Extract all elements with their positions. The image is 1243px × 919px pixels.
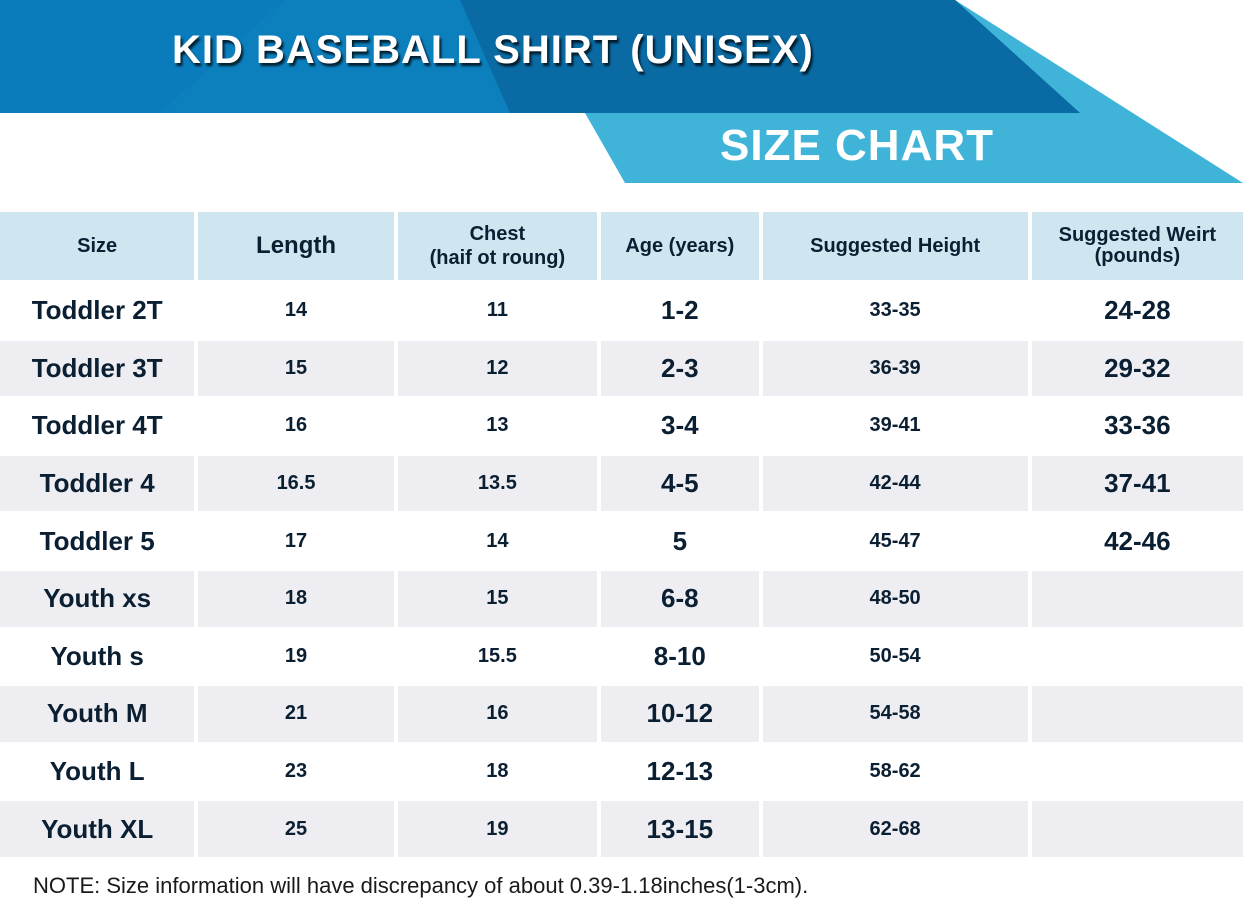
table-row: Youth XL 25 19 13-15 62-68 <box>0 801 1243 859</box>
size-note: NOTE: Size information will have discrep… <box>33 873 809 898</box>
cell-length: 23 <box>198 744 394 802</box>
cell-size: Youth s <box>0 629 195 687</box>
header-weight: Suggested Weirt (pounds) <box>1031 212 1243 280</box>
header-length: Length <box>198 212 394 280</box>
cell-age: 5 <box>601 513 759 571</box>
cell-age: 10-12 <box>601 686 759 744</box>
cell-weight <box>1031 801 1243 859</box>
cell-chest: 15 <box>397 570 598 629</box>
header-age: Age (years) <box>601 212 759 280</box>
table-row: Toddler 5 17 14 5 45-47 42-46 <box>0 513 1243 571</box>
header-size: Size <box>0 212 195 280</box>
cell-weight: 42-46 <box>1031 513 1243 571</box>
cell-height: 62-68 <box>762 801 1028 859</box>
cell-weight: 37-41 <box>1031 455 1243 514</box>
table-row: Toddler 4T 16 13 3-4 39-41 33-36 <box>0 398 1243 456</box>
cell-height: 50-54 <box>762 629 1028 687</box>
cell-height: 33-35 <box>762 283 1028 341</box>
table-row: Toddler 3T 15 12 2-3 36-39 29-32 <box>0 340 1243 399</box>
cell-weight: 33-36 <box>1031 398 1243 456</box>
cell-chest: 15.5 <box>397 629 598 687</box>
table-row: Youth xs 18 15 6-8 48-50 <box>0 570 1243 629</box>
cell-chest: 11 <box>397 283 598 341</box>
size-table: Size Length Chest (haif ot roung) Age (y… <box>0 212 1243 859</box>
cell-length: 15 <box>198 340 394 399</box>
cell-chest: 18 <box>397 744 598 802</box>
cell-size: Toddler 4T <box>0 398 195 456</box>
cell-length: 19 <box>198 629 394 687</box>
cell-age: 6-8 <box>601 570 759 629</box>
table-header-row: Size Length Chest (haif ot roung) Age (y… <box>0 212 1243 280</box>
table-row: Youth M 21 16 10-12 54-58 <box>0 686 1243 744</box>
cell-age: 12-13 <box>601 744 759 802</box>
cell-height: 36-39 <box>762 340 1028 399</box>
cell-age: 8-10 <box>601 629 759 687</box>
page-subtitle: SIZE CHART <box>720 121 994 170</box>
title-banner: KID BASEBALL SHIRT (UNISEX) SIZE CHART <box>0 0 1243 190</box>
cell-height: 39-41 <box>762 398 1028 456</box>
cell-length: 18 <box>198 570 394 629</box>
cell-size: Youth L <box>0 744 195 802</box>
cell-height: 45-47 <box>762 513 1028 571</box>
cell-height: 54-58 <box>762 686 1028 744</box>
cell-chest: 19 <box>397 801 598 859</box>
cell-weight <box>1031 629 1243 687</box>
cell-age: 4-5 <box>601 455 759 514</box>
cell-weight: 24-28 <box>1031 283 1243 341</box>
cell-weight <box>1031 686 1243 744</box>
cell-length: 16 <box>198 398 394 456</box>
table-row: Toddler 4 16.5 13.5 4-5 42-44 37-41 <box>0 455 1243 514</box>
cell-age: 3-4 <box>601 398 759 456</box>
cell-chest: 13.5 <box>397 455 598 514</box>
cell-length: 16.5 <box>198 455 394 514</box>
cell-size: Toddler 5 <box>0 513 195 571</box>
cell-length: 14 <box>198 283 394 341</box>
cell-length: 17 <box>198 513 394 571</box>
cell-weight: 29-32 <box>1031 340 1243 399</box>
table-row: Youth L 23 18 12-13 58-62 <box>0 744 1243 802</box>
cell-age: 13-15 <box>601 801 759 859</box>
cell-chest: 13 <box>397 398 598 456</box>
cell-size: Youth XL <box>0 801 195 859</box>
cell-size: Youth M <box>0 686 195 744</box>
cell-chest: 14 <box>397 513 598 571</box>
page-title: KID BASEBALL SHIRT (UNISEX) <box>172 28 814 72</box>
cell-height: 42-44 <box>762 455 1028 514</box>
cell-size: Toddler 3T <box>0 340 195 399</box>
cell-age: 1-2 <box>601 283 759 341</box>
cell-size: Toddler 4 <box>0 455 195 514</box>
cell-height: 48-50 <box>762 570 1028 629</box>
cell-weight <box>1031 570 1243 629</box>
banner-shapes <box>0 0 1243 183</box>
header-chest: Chest (haif ot roung) <box>397 212 598 280</box>
cell-length: 25 <box>198 801 394 859</box>
cell-size: Youth xs <box>0 570 195 629</box>
cell-weight <box>1031 744 1243 802</box>
cell-chest: 12 <box>397 340 598 399</box>
cell-size: Toddler 2T <box>0 283 195 341</box>
cell-length: 21 <box>198 686 394 744</box>
table-row: Youth s 19 15.5 8-10 50-54 <box>0 629 1243 687</box>
cell-age: 2-3 <box>601 340 759 399</box>
header-height: Suggested Height <box>762 212 1028 280</box>
cell-chest: 16 <box>397 686 598 744</box>
table-row: Toddler 2T 14 11 1-2 33-35 24-28 <box>0 283 1243 341</box>
cell-height: 58-62 <box>762 744 1028 802</box>
